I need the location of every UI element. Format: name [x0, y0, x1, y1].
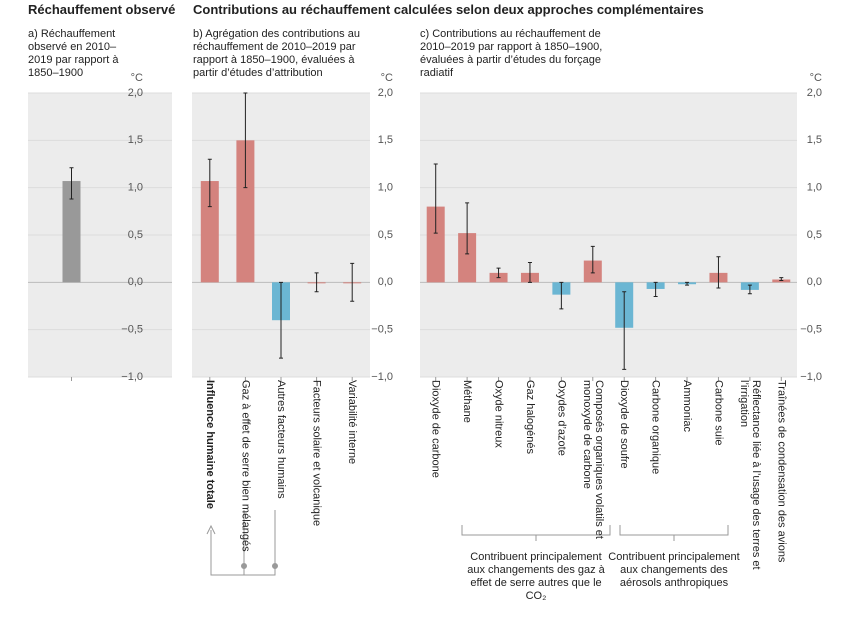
- y-tick-label: 1,5: [378, 134, 393, 146]
- error-bar: [465, 202, 470, 255]
- error-bar: [69, 167, 74, 200]
- panel-title: Réchauffement observé: [28, 2, 176, 17]
- x-tick-label: Carbone suie: [712, 380, 725, 446]
- error-bar: [433, 163, 438, 234]
- x-tick-label: Dioxyde de carbone: [429, 380, 442, 478]
- bracket: [461, 525, 611, 541]
- error-bar: [653, 281, 658, 298]
- x-tick-label: Gaz halogénés: [523, 380, 536, 454]
- y-tick-label: 0,0: [128, 276, 143, 288]
- bar: [200, 181, 219, 283]
- x-tick-label: Autres facteurs humains: [275, 380, 287, 499]
- y-tick-label: 1,5: [128, 134, 143, 146]
- y-tick-label: 0,5: [378, 229, 393, 241]
- error-bar: [590, 245, 595, 274]
- error-bar: [207, 158, 212, 208]
- x-tick-label: Composés organiques volatils et monoxyde…: [580, 380, 605, 539]
- x-tick-label: Réflectance liée à l’usage des terres et…: [737, 380, 762, 570]
- error-bar: [716, 256, 721, 289]
- error-bar: [685, 281, 690, 286]
- x-tick-label: Dioxyde de soufre: [618, 380, 631, 469]
- dot: [241, 563, 247, 569]
- error-bar: [314, 272, 319, 293]
- x-tick-label: Facteurs solaire et volcanique: [310, 380, 323, 527]
- y-tick-label: −1,0: [121, 371, 143, 383]
- y-tick-label: 1,5: [807, 134, 822, 146]
- bracket: [619, 525, 729, 541]
- x-tick-label: Ammoniac: [681, 380, 694, 432]
- x-tick-label: Oxyde nitreux: [492, 380, 505, 448]
- y-tick-label: 0,5: [128, 229, 143, 241]
- error-bar: [747, 284, 752, 295]
- y-tick-label: −0,5: [371, 324, 393, 336]
- panel-subtitle: c) Contributions au réchauffement de 201…: [420, 28, 603, 79]
- error-bar: [779, 277, 784, 281]
- dot: [272, 563, 278, 569]
- arrow-head: [206, 524, 216, 535]
- y-tick-label: 1,0: [128, 182, 143, 194]
- x-tick-label: Gaz à effet de serre bien mélangés: [239, 380, 252, 552]
- error-bar: [350, 262, 355, 302]
- error-bar: [622, 291, 627, 370]
- error-bar: [559, 281, 564, 310]
- bar: [458, 233, 477, 283]
- bracket-lines: [206, 510, 729, 576]
- y-tick-label: −0,5: [121, 324, 143, 336]
- bar: [426, 206, 445, 283]
- annotation: Contribuent principalement aux changemen…: [467, 551, 605, 602]
- x-tick-label: Influence humaine totale: [203, 380, 216, 509]
- y-tick-label: 2,0: [807, 87, 822, 99]
- bar: [236, 140, 255, 283]
- unit-label: °C: [131, 72, 143, 84]
- y-tick-label: 1,0: [378, 182, 393, 194]
- heading: Contributions au réchauffement calculées…: [193, 2, 704, 17]
- x-tick-label: Méthane: [461, 380, 474, 423]
- unit-label: °C: [381, 72, 393, 84]
- x-tick-label: Variabilité interne: [346, 380, 359, 465]
- y-tick-label: −1,0: [800, 371, 822, 383]
- bar: [62, 181, 81, 283]
- y-tick-label: 1,0: [807, 182, 822, 194]
- y-tick-label: −0,5: [800, 324, 822, 336]
- x-tick-label: Carbone organique: [649, 380, 662, 475]
- error-bar: [496, 267, 501, 279]
- y-tick-label: 0,5: [807, 229, 822, 241]
- error-bar: [279, 281, 283, 359]
- y-tick-label: −1,0: [371, 371, 393, 383]
- panel-subtitle: b) Agrégation des contributions au récha…: [193, 28, 360, 79]
- x-tick-label: Oxydes d’azote: [555, 380, 568, 456]
- x-tick-label: Traînées de condensation des avions: [775, 380, 788, 563]
- y-tick-label: 0,0: [807, 276, 822, 288]
- panel-subtitle: a) Réchauffement observé en 2010–2019 pa…: [28, 28, 119, 79]
- y-tick-label: 2,0: [378, 87, 393, 99]
- error-bar: [527, 261, 532, 283]
- y-tick-label: 0,0: [378, 276, 393, 288]
- error-bar: [243, 92, 248, 189]
- y-tick-label: 2,0: [128, 87, 143, 99]
- annotation: Contribuent principalement aux changemen…: [608, 551, 740, 589]
- unit-label: °C: [810, 72, 822, 84]
